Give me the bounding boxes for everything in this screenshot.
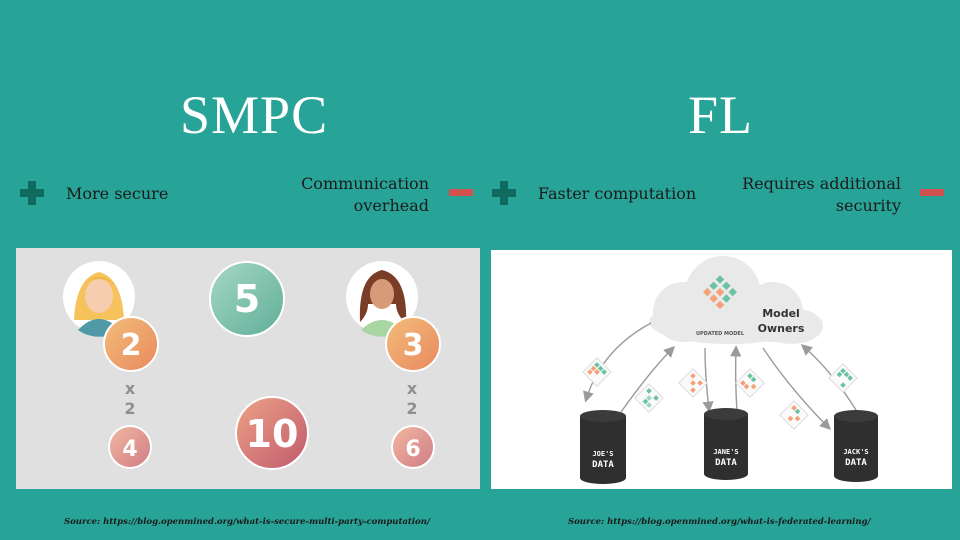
owners-line-1: Model: [762, 307, 800, 320]
value-6: 6: [405, 437, 420, 462]
fl-con-text: Requires additional security: [720, 173, 901, 217]
mult-value-left: 2: [124, 399, 135, 418]
result-circle-right: [391, 425, 435, 469]
plus-icon: [20, 181, 44, 205]
smpc-con-line-1: Communication: [301, 174, 429, 193]
database-jack: [834, 410, 878, 482]
minus-icon: [920, 189, 944, 196]
value-2: 2: [121, 328, 142, 363]
fl-pro-text: Faster computation: [538, 184, 697, 203]
minus-icon: [449, 189, 473, 196]
database-jane: [704, 408, 748, 480]
smpc-diagram: 2 3 5 4 6 10 x 2 x 2: [16, 248, 480, 489]
model-tiles: [582, 357, 858, 430]
fl-con-line-2: security: [835, 196, 901, 215]
cloud-caption: UPDATED MODEL: [696, 331, 745, 337]
owners-line-2: Owners: [758, 322, 805, 335]
db-joe-line-2: DATA: [592, 460, 614, 470]
value-10: 10: [246, 412, 299, 456]
fl-con-line-1: Requires additional: [742, 174, 901, 193]
fl-diagram: UPDATED MODEL Model Owners: [491, 250, 952, 489]
value-3: 3: [403, 328, 424, 363]
db-jack-line-1: JACK'S: [843, 448, 868, 456]
avatar-blonde: [63, 261, 135, 337]
fl-source: Source: https://blog.openmined.org/what-…: [568, 517, 871, 527]
value-4: 4: [122, 437, 137, 462]
db-jane-line-1: JANE'S: [713, 448, 738, 456]
share-circle-right: [385, 316, 441, 372]
sum-circle-bottom: [235, 396, 309, 470]
fl-title: FL: [688, 85, 754, 145]
share-circle-left: [103, 316, 159, 372]
arrows: [583, 322, 857, 430]
value-5: 5: [234, 277, 260, 321]
plus-icon: [492, 181, 516, 205]
fl-illustration: UPDATED MODEL Model Owners: [580, 256, 878, 484]
smpc-title: SMPC: [180, 85, 329, 145]
db-joe-line-1: JOE'S: [592, 450, 613, 458]
smpc-illustration: 2 3 5 4 6 10 x 2 x 2: [63, 261, 441, 470]
sum-circle-top: [209, 261, 285, 337]
smpc-con-text: Communication overhead: [260, 173, 429, 217]
smpc-source: Source: https://blog.openmined.org/what-…: [64, 517, 430, 527]
database-joe: [580, 410, 626, 484]
db-jane-line-2: DATA: [715, 458, 737, 468]
smpc-con-line-2: overhead: [353, 196, 429, 215]
mult-sign-right: x: [407, 379, 418, 398]
mult-sign-left: x: [125, 379, 136, 398]
cloud: [649, 256, 823, 344]
db-jack-line-2: DATA: [845, 458, 867, 468]
smpc-pro-text: More secure: [66, 184, 169, 203]
mult-value-right: 2: [406, 399, 417, 418]
result-circle-left: [108, 425, 152, 469]
